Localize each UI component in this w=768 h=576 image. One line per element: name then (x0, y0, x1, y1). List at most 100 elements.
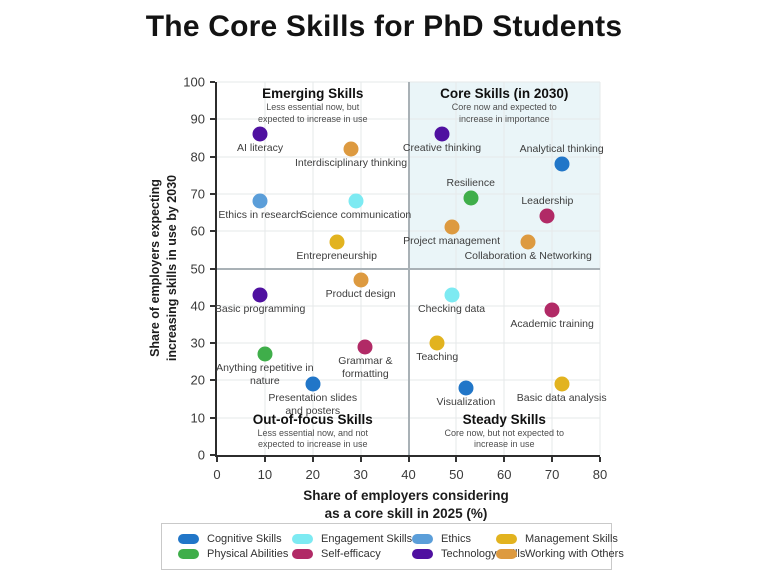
x-tick (263, 457, 266, 462)
x-tick (503, 457, 506, 462)
quadrant-title: Steady Skills (462, 411, 546, 427)
data-point-dot (348, 193, 364, 209)
data-point-dot (343, 141, 359, 157)
data-point-dot (305, 376, 321, 392)
x-tick-label: 70 (544, 467, 560, 482)
y-tick (210, 454, 215, 456)
y-tick (210, 304, 215, 307)
data-point-label: Interdisciplinary thinking (295, 157, 408, 170)
legend-item: Cognitive Skills (178, 533, 292, 545)
data-point-label: Academic training (510, 317, 594, 330)
legend-item: Working with Others (496, 548, 624, 560)
data-point-label: Visualization (436, 395, 496, 408)
data-point-dot (444, 287, 460, 303)
data-point-dot (520, 234, 536, 250)
y-tick (210, 379, 215, 382)
data-point-label: Teaching (416, 351, 459, 364)
quadrant-header-top-right: Core Skills (in 2030) Core now and expect… (409, 86, 601, 125)
data-point-dot (252, 287, 268, 303)
quadrant-subtitle: Core now and expected to increase in imp… (451, 102, 557, 124)
quadrant-title: Out-of-focus Skills (252, 411, 373, 427)
x-tick (455, 457, 458, 462)
y-tick (210, 267, 215, 270)
legend-item: Self-efficacy (292, 548, 412, 560)
legend-swatch (292, 549, 313, 559)
legend-item: Physical Abilities (178, 548, 292, 560)
data-point-dot (539, 208, 555, 224)
data-point-dot (252, 193, 268, 209)
x-tick-label: 20 (305, 467, 320, 482)
quadrant-divider-horizontal (217, 267, 600, 270)
quadrant-header-bottom-left: Out-of-focus Skills Less essential now, a… (217, 412, 409, 451)
y-tick (210, 155, 215, 158)
data-point-dot (554, 376, 570, 392)
y-tick (210, 118, 215, 121)
legend-swatch (178, 549, 199, 559)
x-tick (311, 457, 314, 462)
data-point-dot (458, 380, 474, 396)
data-point-label: Basic programming (214, 302, 306, 315)
y-tick (210, 230, 215, 233)
y-axis-title: Share of employers expecting increasing … (148, 174, 179, 362)
legend-label: Working with Others (525, 548, 624, 560)
y-tick (210, 342, 215, 345)
data-point-label: Checking data (418, 302, 486, 315)
legend-swatch (292, 534, 313, 544)
data-point-dot (463, 190, 479, 206)
y-tick (210, 416, 215, 419)
legend-swatch (412, 534, 433, 544)
x-tick-label: 60 (497, 467, 512, 482)
x-tick (407, 457, 410, 462)
data-point-label: Collaboration & Networking (464, 250, 592, 263)
y-tick-label: 10 (190, 410, 205, 426)
x-tick-label: 50 (449, 467, 464, 482)
legend-label: Self-efficacy (321, 548, 381, 560)
data-point-label: Basic data analysis (516, 392, 607, 405)
x-tick-label: 40 (401, 467, 416, 482)
x-tick (599, 457, 601, 462)
x-tick-label: 80 (592, 467, 608, 482)
legend-swatch (178, 534, 199, 544)
legend: Cognitive Skills Engagement Skills Ethics M… (161, 523, 624, 570)
data-point-label: Ethics in research (218, 209, 302, 222)
data-point-label: Presentation slides and posters (268, 392, 358, 418)
x-tick-label: 30 (353, 467, 368, 482)
data-point-dot (329, 234, 345, 250)
data-point-dot (353, 272, 369, 288)
gridline-vertical (599, 82, 601, 455)
legend-item: Management Skills (496, 533, 618, 545)
x-tick-label: 0 (213, 467, 221, 482)
data-point-dot (434, 126, 450, 142)
plot-area: 0 10 20 30 40 50 60 70 80 0 10 20 30 40 50 60 70 80 90 100 E… (183, 75, 607, 483)
y-tick-label: 30 (190, 335, 205, 351)
x-tick-label: 10 (257, 467, 273, 482)
legend-item: Engagement Skills (292, 533, 412, 545)
data-point-dot (544, 302, 560, 318)
legend-item: Ethics (412, 533, 496, 545)
data-point-label: Resilience (446, 176, 495, 189)
legend-label: Management Skills (525, 533, 618, 545)
data-point-label: Creative thinking (402, 142, 482, 155)
y-tick-label: 20 (190, 372, 205, 388)
quadrant-subtitle: Less essential now, but expected to incr… (257, 102, 368, 124)
legend-item: Technology Skills (412, 548, 525, 560)
legend-swatch (412, 549, 433, 559)
y-tick-label: 0 (197, 447, 205, 463)
y-tick (210, 81, 215, 83)
legend-label: Physical Abilities (207, 548, 289, 560)
y-tick-label: 60 (190, 223, 205, 239)
data-point-label: Leadership (521, 195, 574, 208)
data-point-dot (252, 126, 268, 142)
chart-title: The Core Skills for PhD Students (145, 10, 623, 43)
data-point-dot (257, 346, 273, 362)
y-tick-label: 80 (190, 149, 205, 165)
data-point-dot (357, 339, 373, 355)
quadrant-subtitle: Less essential now, and not expected to … (257, 427, 369, 450)
x-axis-title: Share of employers considering as a core… (303, 488, 509, 522)
y-tick (210, 192, 215, 195)
legend-label: Ethics (441, 533, 471, 545)
x-tick (551, 457, 554, 462)
data-point-label: Science communication (300, 209, 412, 222)
quadrant-title: Emerging Skills (262, 86, 364, 101)
y-tick-label: 90 (190, 111, 205, 127)
